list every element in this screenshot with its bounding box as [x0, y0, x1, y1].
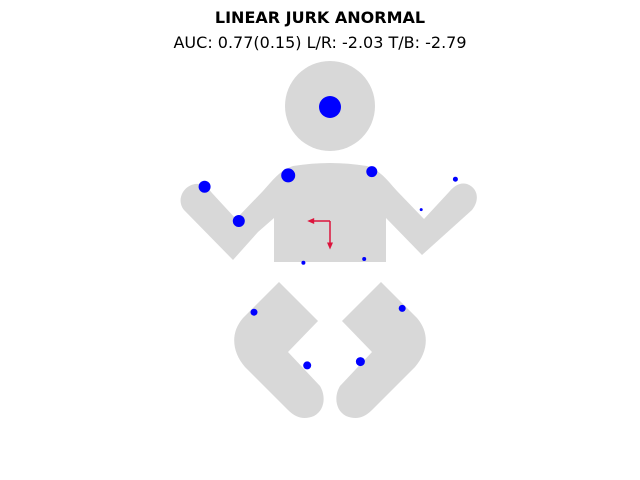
marker-right-hand	[452, 176, 458, 182]
marker-right-foot	[355, 357, 365, 367]
marker-head	[319, 96, 341, 118]
marker-right-hip	[362, 257, 367, 261]
marker-left-elbow	[232, 215, 245, 227]
marker-left-hand	[198, 180, 211, 193]
marker-right-elbow	[419, 208, 423, 212]
direction-arrows	[307, 218, 333, 250]
marker-left-hip	[301, 260, 306, 265]
marker-right-shoulder	[366, 166, 378, 178]
body-right-leg	[336, 282, 426, 418]
arrow-top-bottom-head	[327, 242, 333, 250]
body-left-leg	[234, 282, 324, 418]
marker-layer	[198, 96, 458, 370]
marker-left-knee	[250, 308, 258, 316]
marker-left-shoulder	[281, 168, 296, 183]
marker-left-foot	[303, 361, 312, 370]
chart-subtitle: AUC: 0.77(0.15) L/R: -2.03 T/B: -2.79	[173, 33, 467, 52]
body-silhouette	[180, 61, 477, 418]
chart-title: LINEAR JURK ANORMAL	[214, 8, 426, 27]
arrow-left-right-head	[307, 218, 315, 224]
body-torso	[180, 163, 477, 262]
marker-right-knee	[398, 304, 406, 312]
